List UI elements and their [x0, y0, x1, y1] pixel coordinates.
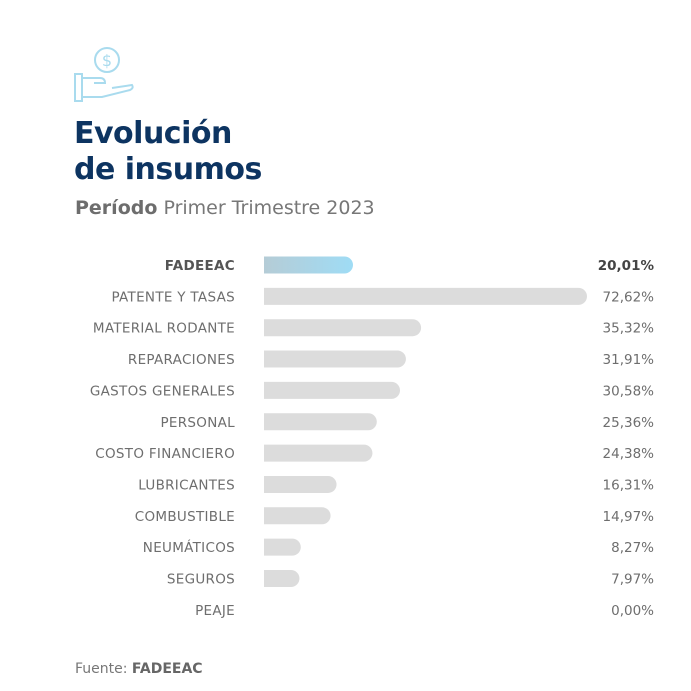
- category-label: COSTO FINANCIERO: [95, 446, 235, 462]
- category-label: SEGUROS: [167, 572, 235, 588]
- subtitle-bold: Período: [75, 197, 158, 219]
- bar: [264, 319, 422, 337]
- value-label: 25,36%: [603, 415, 655, 431]
- category-label: LUBRICANTES: [138, 477, 235, 493]
- category-label: NEUMÁTICOS: [143, 539, 235, 556]
- source-label: Fuente:: [75, 661, 128, 677]
- bar: [264, 570, 300, 587]
- category-label: PEAJE: [195, 603, 235, 619]
- value-label: 14,97%: [603, 509, 655, 525]
- hand-holding-dollar-icon: $: [74, 47, 134, 102]
- bar: [264, 413, 377, 431]
- value-label: 7,97%: [611, 572, 654, 588]
- value-label: 24,38%: [603, 446, 655, 462]
- bar: [264, 287, 587, 305]
- source-name: FADEEAC: [131, 661, 203, 677]
- category-label: FADEEAC: [165, 258, 235, 274]
- category-label: PERSONAL: [160, 415, 235, 431]
- category-label: COMBUSTIBLE: [135, 509, 235, 525]
- value-label: 72,62%: [603, 289, 655, 305]
- bar: [264, 538, 301, 556]
- bar: [264, 350, 406, 368]
- title-line-2: de insumos: [74, 152, 262, 187]
- svg-text:$: $: [102, 51, 112, 70]
- value-label: 30,58%: [603, 383, 655, 399]
- category-label: PATENTE Y TASAS: [111, 289, 235, 305]
- title-line-1: Evolución: [74, 116, 232, 151]
- value-label: 16,31%: [603, 477, 655, 493]
- bar: [264, 475, 337, 493]
- bar: [264, 256, 354, 274]
- bar: [264, 507, 331, 525]
- value-label: 35,32%: [603, 321, 655, 337]
- value-label: 31,91%: [603, 352, 655, 368]
- category-label: GASTOS GENERALES: [90, 383, 235, 399]
- bar: [264, 381, 401, 399]
- category-label: MATERIAL RODANTE: [93, 321, 235, 337]
- bar: [264, 444, 373, 462]
- value-label: 20,01%: [598, 258, 655, 274]
- category-label: REPARACIONES: [128, 352, 235, 368]
- value-label: 8,27%: [611, 540, 654, 556]
- subtitle-period: Primer Trimestre 2023: [163, 197, 375, 219]
- value-label: 0,00%: [611, 603, 654, 619]
- subtitle: Período Primer Trimestre 2023: [75, 197, 375, 219]
- source-note: Fuente: FADEEAC: [75, 661, 203, 677]
